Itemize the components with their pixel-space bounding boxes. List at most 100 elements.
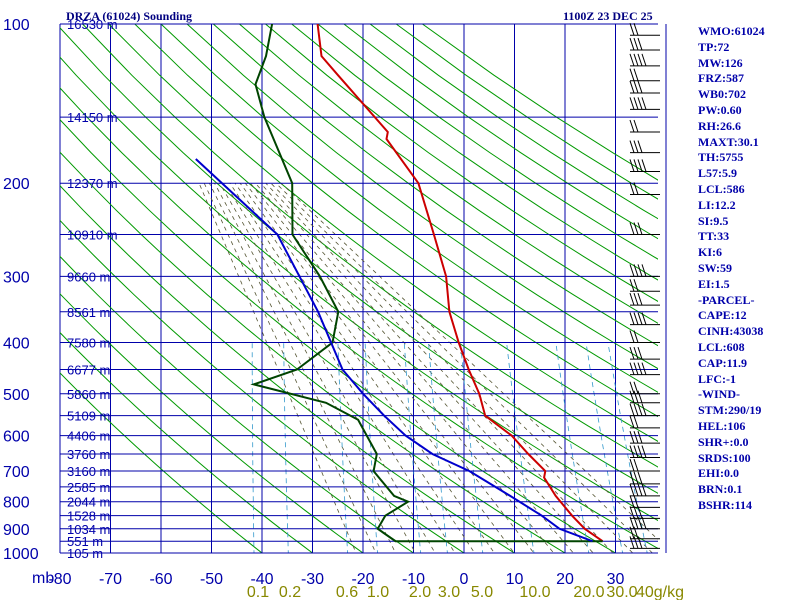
stat-line: -PARCEL-: [698, 292, 755, 307]
stat-line: CAPE:12: [698, 308, 747, 323]
wind-barb-flag: [637, 222, 643, 235]
height-label: 551 m: [67, 534, 103, 549]
moist-adiabat: [280, 182, 658, 541]
height-label: 12370 m: [67, 176, 118, 191]
wind-barb-flag: [633, 483, 639, 497]
height-label: 14150 m: [67, 110, 118, 125]
stat-line: SI:9.5: [698, 213, 729, 228]
stat-line: LCL:608: [698, 340, 745, 354]
temperature-tick-label: 0: [460, 571, 469, 588]
wind-barb-flag: [637, 37, 643, 51]
stat-line: MAXT:30.1: [698, 134, 759, 149]
wind-barb-flag: [629, 431, 635, 444]
pressure-tick-label: 800: [3, 495, 30, 512]
height-label: 16530 m: [67, 17, 118, 32]
wind-barb-flag: [629, 279, 635, 292]
dry-adiabat: [291, 24, 658, 281]
wind-barb-flag: [633, 403, 639, 416]
stat-line: CAP:11.9: [698, 355, 747, 370]
stat-line: BRN:0.1: [698, 482, 743, 497]
stat-line: SRDS:100: [698, 450, 751, 465]
mixing-ratio-label: 0.1: [247, 584, 269, 600]
wind-barb-flag: [633, 222, 639, 235]
stat-line: TP:72: [698, 39, 730, 54]
temperature-tick-label: -60: [149, 571, 172, 588]
wind-barb-flag: [629, 119, 635, 133]
wind-barb-flag: [637, 390, 643, 403]
dry-adiabat: [60, 219, 465, 553]
dry-adiabat: [160, 24, 658, 393]
sounding-profiles: [195, 24, 604, 543]
wind-barb-flag: [629, 403, 635, 416]
wind-barb-flag: [629, 264, 635, 277]
height-label: 5109 m: [67, 409, 110, 424]
dry-adiabat: [60, 293, 364, 553]
wind-barb-flag: [637, 516, 643, 529]
chart-time: 1100Z 23 DEC 25: [563, 9, 653, 23]
mixing-ratio-line: [555, 342, 590, 553]
height-label: 1034 m: [67, 522, 110, 537]
wind-barb-flag: [641, 445, 647, 458]
pressure-axis-labels: 100 200 300 400 500 600 700 800 900 1000: [3, 17, 39, 563]
temperature-tick-label: -10: [402, 571, 425, 588]
wind-barb-flag: [637, 362, 643, 375]
temperature-tick-label: 30: [607, 571, 625, 588]
mixing-ratio-line: [337, 342, 349, 553]
height-labels: 16530 m 14150 m 12370 m 10910 m 9660 m 8561 m…: [67, 17, 118, 561]
wind-barb-flag: [633, 362, 639, 375]
wind-barb-flag: [629, 506, 635, 519]
wind-barb-flag: [629, 330, 635, 343]
wind-barb-flag: [633, 312, 639, 325]
moist-adiabat: [255, 182, 574, 553]
moist-adiabat: [203, 183, 377, 553]
dry-adiabat: [60, 87, 658, 550]
moist-adiabat-lines: [198, 182, 658, 553]
wind-barb-flag: [641, 312, 647, 325]
wind-barb-flag: [629, 140, 635, 153]
wind-barb-flag: [637, 97, 643, 110]
wind-barb-flag: [641, 516, 647, 529]
wind-barb-flag: [629, 53, 635, 67]
height-label: 10910 m: [67, 228, 118, 243]
stat-line: LFC:-1: [698, 371, 736, 386]
isobar-lines: [60, 23, 658, 554]
dry-adiabat: [82, 24, 658, 468]
parcel-profile: [195, 158, 593, 543]
wind-barb-flag: [637, 536, 643, 549]
height-label: 105 m: [67, 546, 103, 561]
wind-barb-flag: [629, 362, 635, 375]
temperature-tick-label: -50: [200, 571, 223, 588]
height-label: 2044 m: [67, 495, 110, 510]
wind-barb-flag: [637, 140, 643, 153]
dry-adiabat: [60, 27, 658, 494]
dry-adiabat: [317, 24, 658, 260]
stat-line: L57:5.9: [698, 166, 737, 181]
wind-barb-flag: [637, 292, 643, 306]
stat-line: KI:6: [698, 245, 722, 260]
wind-barb-flag: [641, 97, 647, 110]
dry-adiabat: [60, 185, 516, 553]
wind-barb-flag: [629, 159, 635, 172]
mixing-ratio-line: [251, 342, 255, 553]
dry-adiabat: [60, 331, 314, 553]
pressure-tick-label: 600: [3, 429, 30, 446]
wind-barb-flag: [629, 458, 635, 472]
wind-barb-flag: [637, 445, 643, 458]
wind-barb-flag: [629, 536, 635, 549]
pressure-tick-label: 900: [3, 522, 30, 539]
moist-adiabat: [265, 182, 614, 553]
wind-barb-flag: [633, 53, 639, 67]
wind-barb-flag: [633, 495, 639, 508]
wind-barb-flag: [637, 346, 643, 360]
wind-barb-flag: [629, 312, 635, 325]
chart-title: DRZA (61024) Sounding: [66, 9, 193, 23]
height-label: 6677 m: [67, 363, 110, 378]
wind-barb-flag: [629, 471, 635, 484]
wind-barb-flag: [641, 264, 647, 277]
wind-barb-flag: [629, 390, 635, 403]
dewpoint-profile: [250, 24, 603, 543]
mixing-ratio-line: [460, 342, 484, 553]
wind-barb-flag: [629, 37, 635, 51]
stat-line: TT:33: [698, 229, 730, 244]
